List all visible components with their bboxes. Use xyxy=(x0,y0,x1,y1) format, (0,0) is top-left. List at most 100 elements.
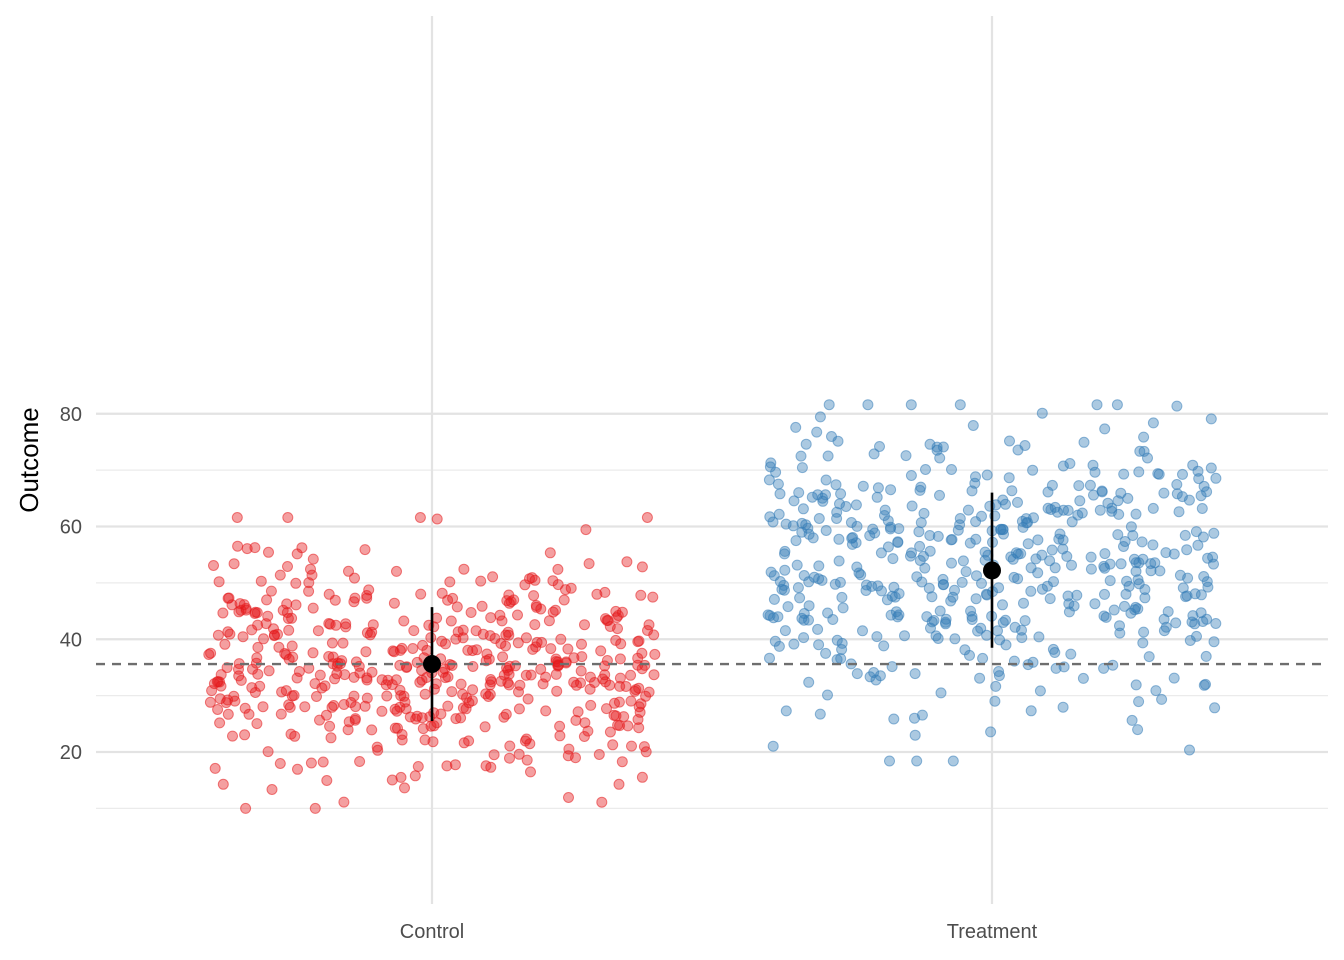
data-point xyxy=(822,450,834,462)
data-point xyxy=(768,593,780,605)
data-point xyxy=(1137,553,1149,565)
data-point xyxy=(1147,502,1159,514)
data-point xyxy=(1210,472,1222,484)
data-point xyxy=(767,740,779,752)
y-axis-title: Outcome xyxy=(14,407,44,513)
data-point xyxy=(359,544,371,556)
data-point xyxy=(436,587,448,599)
data-point xyxy=(1198,571,1210,582)
data-point xyxy=(1010,547,1022,559)
data-point xyxy=(1066,559,1077,571)
mean-marker xyxy=(423,655,441,674)
data-point xyxy=(1168,672,1180,684)
data-point xyxy=(544,547,556,559)
data-point xyxy=(337,637,349,649)
data-point xyxy=(214,717,226,729)
data-point xyxy=(823,399,835,411)
data-point xyxy=(1065,648,1077,660)
data-point xyxy=(291,672,303,684)
data-point xyxy=(787,520,799,532)
data-point xyxy=(1182,572,1194,584)
data-point xyxy=(768,612,779,624)
data-point xyxy=(981,469,993,481)
data-point xyxy=(820,525,832,536)
data-point xyxy=(465,607,477,618)
y-tick-label: 40 xyxy=(60,629,82,651)
data-point xyxy=(593,749,605,760)
data-point xyxy=(1158,625,1170,637)
summary-layer xyxy=(423,492,1001,721)
data-point xyxy=(1012,548,1024,560)
data-point xyxy=(563,792,574,803)
data-point xyxy=(366,724,378,736)
data-point xyxy=(643,686,655,698)
data-point xyxy=(851,668,863,680)
data-point xyxy=(263,546,274,558)
data-point xyxy=(1091,399,1103,411)
data-point xyxy=(240,802,252,814)
data-point xyxy=(1200,650,1212,662)
data-point xyxy=(503,629,515,641)
data-point xyxy=(213,576,225,588)
data-point xyxy=(636,561,648,573)
data-point xyxy=(1027,464,1039,476)
data-point xyxy=(412,761,424,772)
data-point xyxy=(500,629,512,641)
data-point xyxy=(1016,632,1028,644)
data-point xyxy=(512,637,524,649)
data-point xyxy=(227,730,238,742)
data-point xyxy=(920,464,931,475)
data-point xyxy=(575,665,587,677)
data-point xyxy=(217,607,229,619)
data-point xyxy=(1046,544,1058,556)
data-point xyxy=(773,508,785,520)
data-point xyxy=(807,532,819,544)
data-point xyxy=(570,752,581,764)
data-point xyxy=(262,610,274,622)
data-point xyxy=(410,713,422,725)
data-point xyxy=(850,499,862,511)
data-point xyxy=(535,603,547,615)
data-point xyxy=(836,591,848,603)
data-point xyxy=(272,628,283,640)
data-point xyxy=(1049,647,1061,658)
data-point xyxy=(831,513,843,524)
data-point xyxy=(1208,527,1220,539)
data-point xyxy=(414,512,426,523)
data-point xyxy=(778,584,790,596)
data-point xyxy=(1078,436,1090,448)
data-point xyxy=(1142,452,1153,464)
data-point xyxy=(513,686,524,698)
data-point xyxy=(381,690,393,702)
data-point xyxy=(262,746,274,758)
data-point xyxy=(1112,529,1124,541)
data-point xyxy=(419,688,431,700)
data-point xyxy=(1133,696,1145,708)
data-point xyxy=(610,710,622,722)
data-point xyxy=(547,606,559,618)
data-point xyxy=(307,602,319,614)
data-point xyxy=(860,585,872,596)
data-point xyxy=(794,592,806,604)
data-point xyxy=(632,636,644,648)
data-point xyxy=(1077,672,1089,684)
data-point xyxy=(1111,399,1123,411)
data-point xyxy=(862,399,874,411)
data-point xyxy=(275,708,287,720)
data-point xyxy=(458,563,470,575)
data-point xyxy=(1130,557,1142,569)
data-point xyxy=(251,652,263,664)
data-point xyxy=(419,734,431,746)
data-point xyxy=(437,666,449,678)
data-point xyxy=(621,556,633,568)
data-point xyxy=(762,609,774,621)
data-point xyxy=(394,659,406,671)
data-point xyxy=(292,763,303,775)
data-point xyxy=(1200,678,1211,690)
data-point xyxy=(937,441,949,453)
data-point xyxy=(312,625,324,637)
data-point xyxy=(476,600,488,612)
data-point xyxy=(1057,460,1069,472)
data-point xyxy=(970,471,981,483)
